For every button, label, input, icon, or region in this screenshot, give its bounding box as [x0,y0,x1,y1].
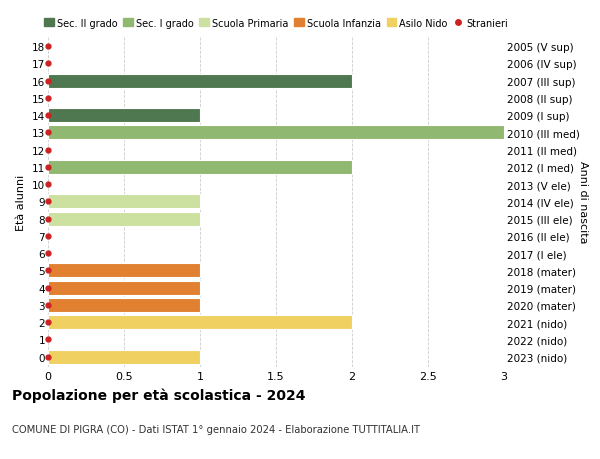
Bar [48,264,200,278]
Bar [48,298,200,312]
Bar [48,126,504,140]
Bar [48,315,352,330]
Bar [48,195,200,209]
Legend: Sec. II grado, Sec. I grado, Scuola Primaria, Scuola Infanzia, Asilo Nido, Stran: Sec. II grado, Sec. I grado, Scuola Prim… [44,18,508,28]
Bar [48,109,200,123]
Bar [48,281,200,295]
Bar [48,161,352,174]
Y-axis label: Età alunni: Età alunni [16,174,26,230]
Bar [48,74,352,89]
Bar [48,350,200,364]
Text: Popolazione per età scolastica - 2024: Popolazione per età scolastica - 2024 [12,388,305,403]
Text: COMUNE DI PIGRA (CO) - Dati ISTAT 1° gennaio 2024 - Elaborazione TUTTITALIA.IT: COMUNE DI PIGRA (CO) - Dati ISTAT 1° gen… [12,425,420,435]
Y-axis label: Anni di nascita: Anni di nascita [578,161,588,243]
Bar [48,212,200,226]
